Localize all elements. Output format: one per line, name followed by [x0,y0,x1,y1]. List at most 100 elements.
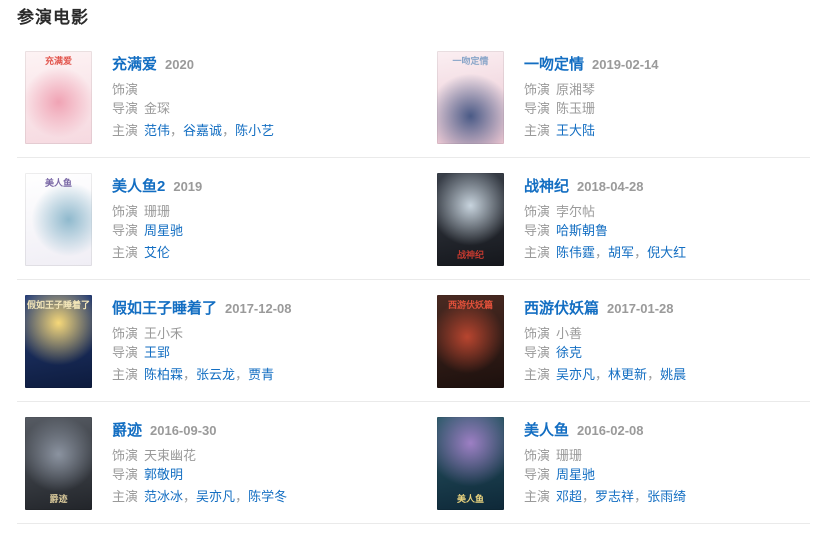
poster-art [437,417,504,510]
cast-link[interactable]: 陈小艺 [235,123,275,138]
director-names: 陈玉珊 [556,101,595,116]
cast-link[interactable]: 谷嘉诚 [183,123,223,138]
title-line: 战神纪 2018-04-28 [524,175,686,196]
role-label: 饰演 [524,326,551,341]
movie-title-link[interactable]: 美人鱼2 [112,178,166,195]
movie-poster[interactable]: 爵迹 [25,417,92,510]
director-label: 导演 [112,345,139,360]
cast-label: 主演 [524,245,551,260]
cast-link[interactable]: 姚晨 [660,367,687,382]
cast-link[interactable]: 艾伦 [144,245,171,260]
cast-names: 范伟，谷嘉诚，陈小艺 [144,123,274,138]
director-name: 金琛 [144,101,171,116]
director-line: 导演 哈斯朝鲁 [524,221,686,240]
movie-card: 西游伏妖篇 西游伏妖篇 2017-01-28 饰演 小善 导演 徐克 主演 吴亦凡，林更… [437,295,810,388]
movie-poster[interactable]: 战神纪 [437,173,504,266]
movie-title-link[interactable]: 充满爱 [112,56,158,73]
director-link[interactable]: 徐克 [556,345,583,360]
cast-label: 主演 [112,367,139,382]
director-link[interactable]: 哈斯朝鲁 [556,223,609,238]
movie-title-link[interactable]: 一吻定情 [524,56,585,73]
cast-link[interactable]: 范冰冰 [144,489,184,504]
cast-names: 陈伟霆，胡军，倪大红 [556,245,686,260]
name-separator: ， [235,489,249,504]
movie-card: 充满爱 充满爱 2020 饰演 导演 金琛 主演 范伟，谷嘉诚，陈小艺 [17,51,437,144]
director-line: 导演 郭敬明 [112,465,287,484]
name-separator: ， [235,367,249,382]
cast-names: 王大陆 [556,123,595,138]
movie-title-link[interactable]: 美人鱼 [524,422,570,439]
cast-link[interactable]: 王大陆 [556,123,596,138]
director-label: 导演 [112,101,139,116]
name-separator: ， [634,489,648,504]
poster-art [25,173,92,266]
title-line: 美人鱼 2016-02-08 [524,419,686,440]
movie-card: 一吻定情 一吻定情 2019-02-14 饰演 原湘琴 导演 陈玉珊 主演 王大陆 [437,51,810,144]
cast-line: 主演 范伟，谷嘉诚，陈小艺 [112,121,274,140]
movie-info: 战神纪 2018-04-28 饰演 孛尔帖 导演 哈斯朝鲁 主演 陈伟霆，胡军，倪大红 [524,173,686,266]
movie-poster[interactable]: 假如王子睡着了 [25,295,92,388]
movie-info: 假如王子睡着了 2017-12-08 饰演 王小禾 导演 王郢 主演 陈柏霖，张云龙，贾… [112,295,292,388]
cast-line: 主演 吴亦凡，林更新，姚晨 [524,365,686,384]
release-date: 2017-12-08 [225,301,292,316]
cast-link[interactable]: 胡军 [608,245,635,260]
cast-line: 主演 邓超，罗志祥，张雨绮 [524,487,686,506]
movie-poster[interactable]: 充满爱 [25,51,92,144]
director-link[interactable]: 周星驰 [556,467,596,482]
cast-names: 邓超，罗志祥，张雨绮 [556,489,686,504]
movie-poster[interactable]: 美人鱼 [25,173,92,266]
poster-art [25,51,92,144]
director-line: 导演 周星驰 [112,221,202,240]
cast-link[interactable]: 陈柏霖 [144,367,184,382]
title-line: 一吻定情 2019-02-14 [524,53,659,74]
poster-art [437,51,504,144]
cast-link[interactable]: 张雨绮 [647,489,687,504]
director-link[interactable]: 郭敬明 [144,467,184,482]
role-line: 饰演 孛尔帖 [524,202,686,221]
movie-card: 战神纪 战神纪 2018-04-28 饰演 孛尔帖 导演 哈斯朝鲁 主演 陈伟霆，胡军，… [437,173,810,266]
cast-link[interactable]: 邓超 [556,489,583,504]
cast-link[interactable]: 范伟 [144,123,171,138]
movie-poster[interactable]: 美人鱼 [437,417,504,510]
cast-label: 主演 [524,367,551,382]
cast-link[interactable]: 倪大红 [647,245,687,260]
cast-link[interactable]: 张云龙 [196,367,236,382]
movie-info: 一吻定情 2019-02-14 饰演 原湘琴 导演 陈玉珊 主演 王大陆 [524,51,659,144]
movie-poster[interactable]: 西游伏妖篇 [437,295,504,388]
poster-title-text: 假如王子睡着了 [27,300,90,310]
role-label: 饰演 [524,204,551,219]
poster-title-text: 一吻定情 [452,56,489,66]
director-label: 导演 [112,467,139,482]
cast-link[interactable]: 贾青 [248,367,275,382]
title-line: 充满爱 2020 [112,53,274,74]
name-separator: ， [595,367,609,382]
cast-link[interactable]: 陈学冬 [248,489,288,504]
movie-title-link[interactable]: 爵迹 [112,422,143,439]
name-separator: ， [222,123,236,138]
cast-link[interactable]: 陈伟霆 [556,245,596,260]
role-value: 珊珊 [144,204,171,219]
role-value: 小善 [556,326,583,341]
cast-link[interactable]: 罗志祥 [595,489,635,504]
director-link[interactable]: 周星驰 [144,223,184,238]
poster-title-text: 充满爱 [44,56,72,66]
movie-title-link[interactable]: 西游伏妖篇 [524,300,600,317]
movie-card: 爵迹 爵迹 2016-09-30 饰演 天束幽花 导演 郭敬明 主演 范冰冰，吴亦凡，陈… [17,417,437,510]
name-separator: ， [183,367,197,382]
movie-title-link[interactable]: 战神纪 [524,178,570,195]
movie-poster[interactable]: 一吻定情 [437,51,504,144]
director-line: 导演 周星驰 [524,465,686,484]
cast-link[interactable]: 吴亦凡 [556,367,596,382]
movie-info: 美人鱼2 2019 饰演 珊珊 导演 周星驰 主演 艾伦 [112,173,202,266]
title-line: 美人鱼2 2019 [112,175,202,196]
cast-link[interactable]: 林更新 [608,367,648,382]
cast-label: 主演 [524,489,551,504]
cast-link[interactable]: 吴亦凡 [196,489,236,504]
release-date: 2019 [173,179,203,194]
cast-names: 吴亦凡，林更新，姚晨 [556,367,686,382]
name-separator: ， [595,245,609,260]
title-line: 假如王子睡着了 2017-12-08 [112,297,292,318]
movie-title-link[interactable]: 假如王子睡着了 [112,300,218,317]
role-line: 饰演 小善 [524,324,686,343]
director-link[interactable]: 王郢 [144,345,171,360]
